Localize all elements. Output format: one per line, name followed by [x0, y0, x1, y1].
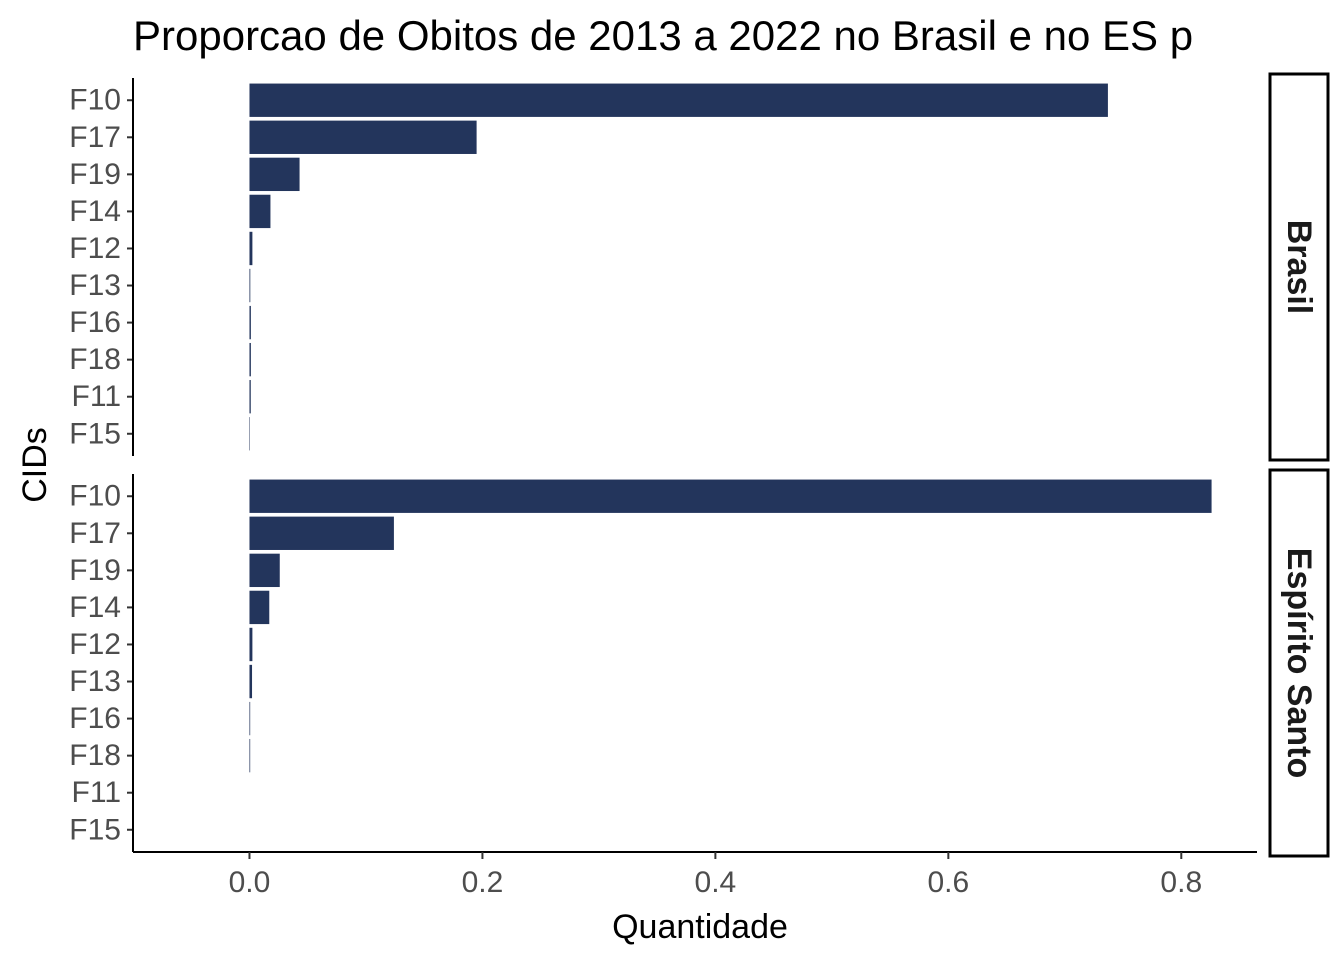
- x-tick-label: 0.8: [1160, 866, 1202, 899]
- y-tick-label: F19: [69, 158, 121, 191]
- y-tick-label: F19: [69, 554, 121, 587]
- y-tick-label: F15: [69, 417, 121, 450]
- bar: [249, 268, 251, 303]
- y-tick-label: F17: [69, 121, 121, 154]
- bar: [249, 701, 251, 736]
- x-tick-label: 0.2: [462, 866, 504, 899]
- y-tick-label: F13: [69, 269, 121, 302]
- y-tick-label: F10: [69, 480, 121, 513]
- y-tick-label: F18: [69, 343, 121, 376]
- bar: [249, 120, 477, 154]
- bar: [249, 590, 270, 625]
- y-tick-label: F16: [69, 702, 121, 735]
- bar: [249, 305, 251, 340]
- x-axis-title: Quantidade: [612, 908, 788, 946]
- y-tick-label: F18: [69, 739, 121, 772]
- y-axis-title: CIDs: [16, 427, 54, 503]
- y-tick-label: F15: [69, 813, 121, 846]
- chart-title: Proporcao de Obitos de 2013 a 2022 no Br…: [133, 12, 1193, 59]
- y-tick-label: F14: [69, 591, 121, 624]
- y-tick-label: F11: [72, 380, 121, 413]
- bar: [249, 342, 251, 377]
- bar: [249, 664, 253, 699]
- y-tick-label: F10: [69, 84, 121, 117]
- bar: [249, 83, 1108, 117]
- panel-1: F10 F17 F19 F14 F12 F13 F16 F18 F11 F15 Espírito S…: [69, 468, 1330, 858]
- y-tick-label: F14: [69, 195, 121, 228]
- facet-strip-label: Espírito Santo: [1280, 548, 1318, 778]
- y-tick-label: F12: [69, 232, 121, 265]
- y-tick-label: F16: [69, 306, 121, 339]
- bar: [249, 516, 394, 550]
- x-axis: 0.0 0.2 0.4 0.6 0.8: [133, 851, 1257, 899]
- facet-strip-label: Brasil: [1280, 220, 1318, 315]
- bar: [249, 553, 280, 588]
- panel-0: F10 F17 F19 F14 F12 F13 F16 F18 F11 F15 Brasil: [69, 72, 1330, 462]
- y-tick-label: F12: [69, 628, 121, 661]
- x-tick-label: 0.4: [695, 866, 737, 899]
- facet-strip: [1268, 72, 1330, 462]
- bar: [249, 157, 300, 192]
- bar: [249, 380, 251, 414]
- panels: F10F17F19F14F12F13F16F18F11F15BrasilF10F…: [69, 72, 1330, 858]
- y-tick-label: F13: [69, 665, 121, 698]
- x-tick-label: 0.0: [229, 866, 271, 899]
- bar: [249, 627, 253, 662]
- bar: [249, 738, 251, 773]
- bar: [249, 479, 1212, 513]
- x-tick-label: 0.6: [927, 866, 969, 899]
- bar: [249, 231, 253, 266]
- bar: [249, 194, 271, 229]
- y-tick-label: F17: [69, 517, 121, 550]
- y-tick-label: F11: [72, 776, 121, 809]
- facet-strip: [1268, 468, 1330, 858]
